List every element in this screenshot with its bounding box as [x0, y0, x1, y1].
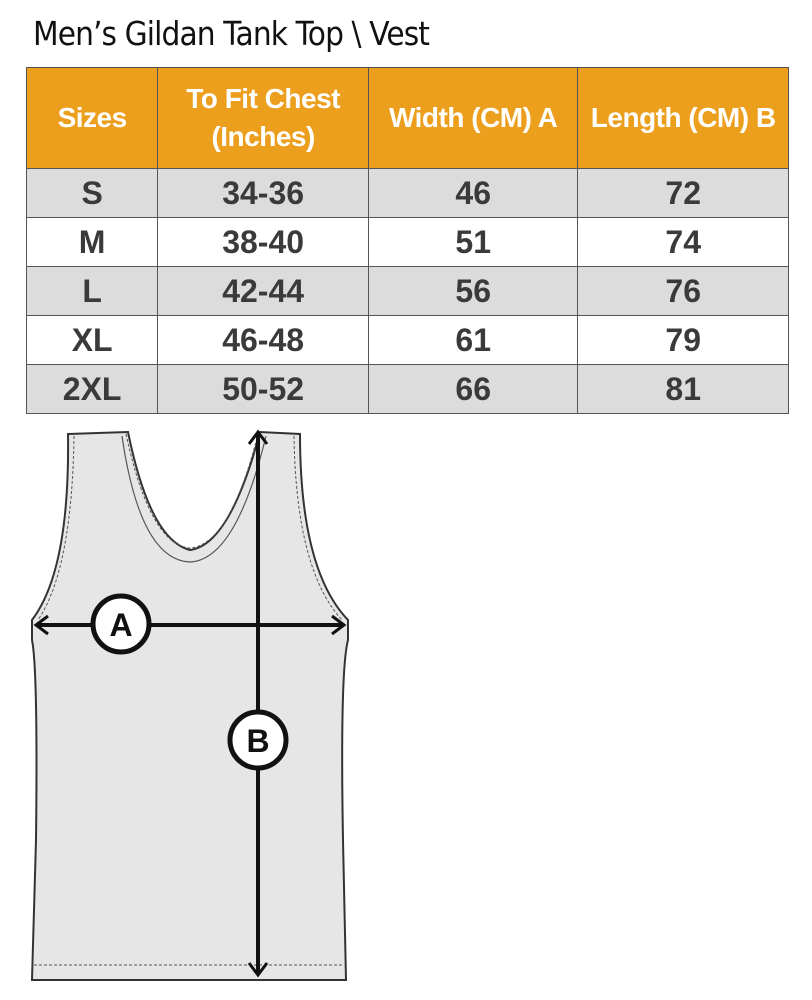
table-row: M 38-40 51 74: [25, 217, 789, 267]
cell: M: [25, 217, 159, 267]
cell: 76: [577, 266, 789, 316]
header-width: Width (CM) A: [367, 67, 579, 169]
cell: 81: [577, 364, 789, 414]
table-row: S 34-36 46 72: [25, 168, 789, 218]
cell: 51: [367, 217, 579, 267]
size-table: Sizes To Fit Chest (Inches) Width (CM) A…: [25, 67, 789, 414]
cell: 50-52: [157, 364, 369, 414]
cell: 61: [367, 315, 579, 365]
cell: 34-36: [157, 168, 369, 218]
cell: 56: [367, 266, 579, 316]
cell: 74: [577, 217, 789, 267]
label-a: A: [109, 607, 132, 643]
cell: 46-48: [157, 315, 369, 365]
label-b-circle: [227, 709, 289, 771]
table-row: XL 46-48 61 79: [25, 315, 789, 365]
neckline-stitch: [125, 433, 259, 549]
header-chest: To Fit Chest (Inches): [157, 67, 369, 169]
tank-top-outline: [30, 430, 349, 981]
header-row: Sizes To Fit Chest (Inches) Width (CM) A…: [25, 67, 789, 169]
page-title: Men’s Gildan Tank Top \ Vest: [33, 14, 430, 53]
cell: 38-40: [157, 217, 369, 267]
cell: L: [25, 266, 159, 316]
label-a-circle: [90, 593, 152, 655]
table-row: 2XL 50-52 66 81: [25, 364, 789, 414]
cell: 79: [577, 315, 789, 365]
cell: 2XL: [25, 364, 159, 414]
tank-top-diagram: A B: [30, 429, 349, 981]
table-row: L 42-44 56 76: [25, 266, 789, 316]
cell: XL: [25, 315, 159, 365]
neckline-band: [121, 435, 267, 563]
cell: 72: [577, 168, 789, 218]
cell: 46: [367, 168, 579, 218]
width-arrow-heads: [33, 614, 347, 636]
armhole-stitch: [37, 435, 343, 621]
header-length: Length (CM) B: [577, 67, 789, 169]
length-arrow-heads: [247, 429, 269, 978]
label-b: B: [246, 723, 269, 759]
cell: 66: [367, 364, 579, 414]
cell: S: [25, 168, 159, 218]
cell: 42-44: [157, 266, 369, 316]
header-sizes: Sizes: [25, 67, 159, 169]
